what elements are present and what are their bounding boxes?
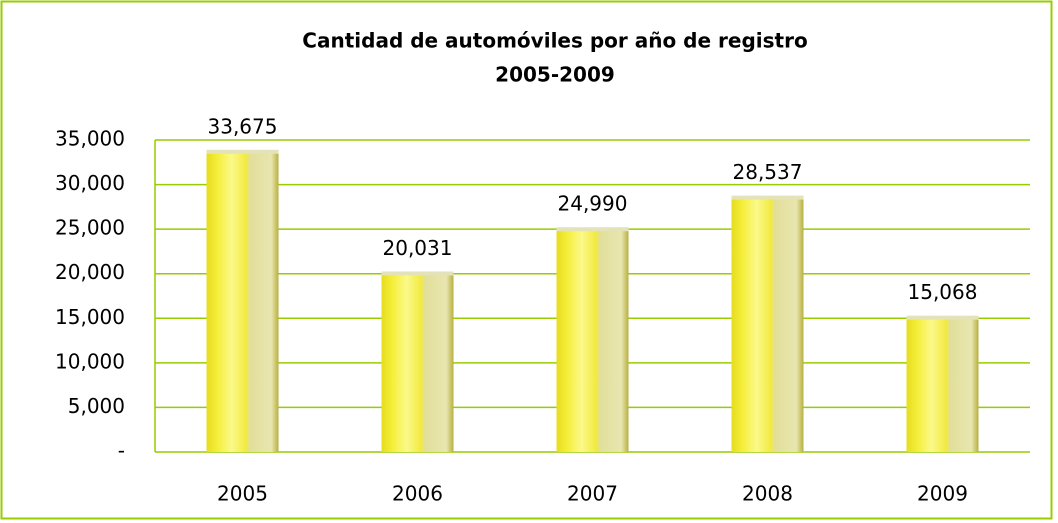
x-tick-label: 2007: [567, 482, 618, 506]
bar: [381, 273, 454, 452]
y-tick-label: 20,000: [55, 260, 125, 284]
bar-top: [731, 195, 804, 200]
data-label: 15,068: [908, 280, 978, 304]
x-tick-label: 2008: [742, 482, 793, 506]
y-tick-label: 35,000: [55, 127, 125, 151]
bar-top: [906, 315, 979, 320]
bar: [906, 317, 979, 452]
bar: [206, 151, 279, 452]
data-label: 28,537: [733, 160, 803, 184]
y-tick-label: 15,000: [55, 305, 125, 329]
bar-top: [206, 149, 279, 154]
x-tick-label: 2005: [217, 482, 268, 506]
data-label: 33,675: [208, 114, 278, 138]
data-label: 20,031: [383, 236, 453, 260]
x-tick-label: 2006: [392, 482, 443, 506]
bar-top: [381, 271, 454, 276]
y-tick-label: -: [118, 439, 125, 463]
y-tick-label: 10,000: [55, 349, 125, 373]
y-tick-label: 30,000: [55, 171, 125, 195]
chart-subtitle: 2005-2009: [495, 63, 615, 87]
bar-top: [556, 227, 629, 232]
x-tick-label: 2009: [917, 482, 968, 506]
bar: [731, 197, 804, 452]
bar: [556, 229, 629, 452]
chart-title: Cantidad de automóviles por año de regis…: [302, 29, 807, 53]
y-tick-label: 25,000: [55, 216, 125, 240]
data-label: 24,990: [558, 192, 628, 216]
y-tick-label: 5,000: [68, 394, 125, 418]
